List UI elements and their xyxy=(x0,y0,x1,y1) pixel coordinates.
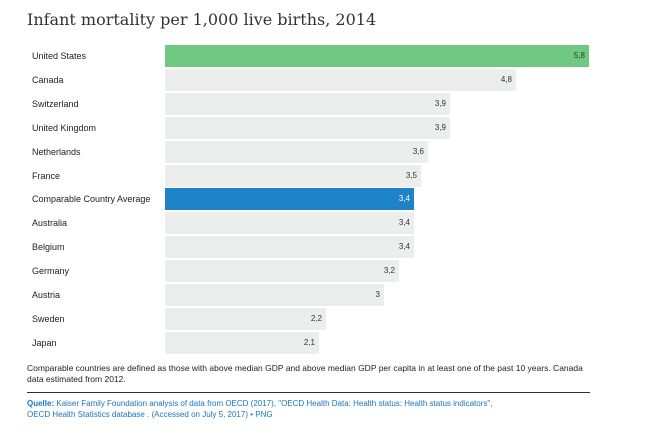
bar-track: 3,5 xyxy=(165,165,593,187)
bar-track: 2,2 xyxy=(165,308,593,330)
value-label: 3,4 xyxy=(398,242,410,251)
bar xyxy=(165,69,516,91)
bar xyxy=(165,308,326,330)
value-label: 5,8 xyxy=(573,51,585,60)
value-label: 3 xyxy=(375,290,380,299)
category-label: Canada xyxy=(32,75,64,85)
bar-row: France 3,5 xyxy=(27,165,593,187)
bar-row: Sweden 2,2 xyxy=(27,308,593,330)
value-label: 3,9 xyxy=(434,99,446,108)
footnote: Comparable countries are defined as thos… xyxy=(27,363,583,384)
bar-row: Netherlands 3,6 xyxy=(27,141,593,163)
bar-row: United Kingdom 3,9 xyxy=(27,117,593,139)
bar xyxy=(165,212,414,234)
bar xyxy=(165,188,414,210)
chart-title: Infant mortality per 1,000 live births, … xyxy=(27,10,377,29)
bar-track: 3,4 xyxy=(165,236,593,258)
bar-track: 3,4 xyxy=(165,212,593,234)
category-label: Australia xyxy=(32,218,68,228)
value-label: 2,2 xyxy=(310,314,322,323)
category-label: Netherlands xyxy=(32,147,81,157)
bar-row: Germany 3,2 xyxy=(27,260,593,282)
value-label: 3,2 xyxy=(383,266,395,275)
bar xyxy=(165,165,421,187)
bar xyxy=(165,93,450,115)
bar-row: United States 5,8 xyxy=(27,45,593,67)
source-text[interactable]: Kaiser Family Foundation analysis of dat… xyxy=(27,399,493,419)
bar-track: 5,8 xyxy=(165,45,593,67)
category-label: Comparable Country Average xyxy=(32,194,151,204)
bar-track: 3,9 xyxy=(165,93,593,115)
source-label: Quelle: xyxy=(27,399,55,408)
bar xyxy=(165,332,319,354)
bar-track: 3,9 xyxy=(165,117,593,139)
bar-track: 2,1 xyxy=(165,332,593,354)
bar-chart: United States 5,8 Canada 4,8 Switzerland 3,9 U… xyxy=(27,45,593,356)
category-label: United Kingdom xyxy=(32,123,97,133)
bar xyxy=(165,141,428,163)
bar xyxy=(165,45,589,67)
bar-track: 4,8 xyxy=(165,69,593,91)
category-label: Sweden xyxy=(32,314,65,324)
value-label: 3,4 xyxy=(398,194,410,203)
bar xyxy=(165,284,384,306)
value-label: 4,8 xyxy=(500,75,512,84)
bar-row: Japan 2,1 xyxy=(27,332,593,354)
category-label: Belgium xyxy=(32,242,65,252)
bar-row: Switzerland 3,9 xyxy=(27,93,593,115)
category-label: United States xyxy=(32,51,87,61)
bar-row: Belgium 3,4 xyxy=(27,236,593,258)
value-label: 3,6 xyxy=(412,147,424,156)
source-note: Quelle: Kaiser Family Foundation analysi… xyxy=(27,398,507,420)
bar-track: 3,6 xyxy=(165,141,593,163)
value-label: 2,1 xyxy=(303,338,315,347)
bar-row: Canada 4,8 xyxy=(27,69,593,91)
bar-row: Austria 3 xyxy=(27,284,593,306)
value-label: 3,4 xyxy=(398,218,410,227)
category-label: Japan xyxy=(32,338,57,348)
divider xyxy=(27,392,590,393)
bar xyxy=(165,236,414,258)
bar xyxy=(165,117,450,139)
value-label: 3,9 xyxy=(434,123,446,132)
bar-row: Australia 3,4 xyxy=(27,212,593,234)
bar xyxy=(165,260,399,282)
value-label: 3,5 xyxy=(405,171,417,180)
bar-track: 3 xyxy=(165,284,593,306)
bar-track: 3,4 xyxy=(165,188,593,210)
category-label: France xyxy=(32,171,61,181)
bar-row: Comparable Country Average 3,4 xyxy=(27,188,593,210)
category-label: Switzerland xyxy=(32,99,79,109)
bar-track: 3,2 xyxy=(165,260,593,282)
category-label: Austria xyxy=(32,290,61,300)
category-label: Germany xyxy=(32,266,70,276)
